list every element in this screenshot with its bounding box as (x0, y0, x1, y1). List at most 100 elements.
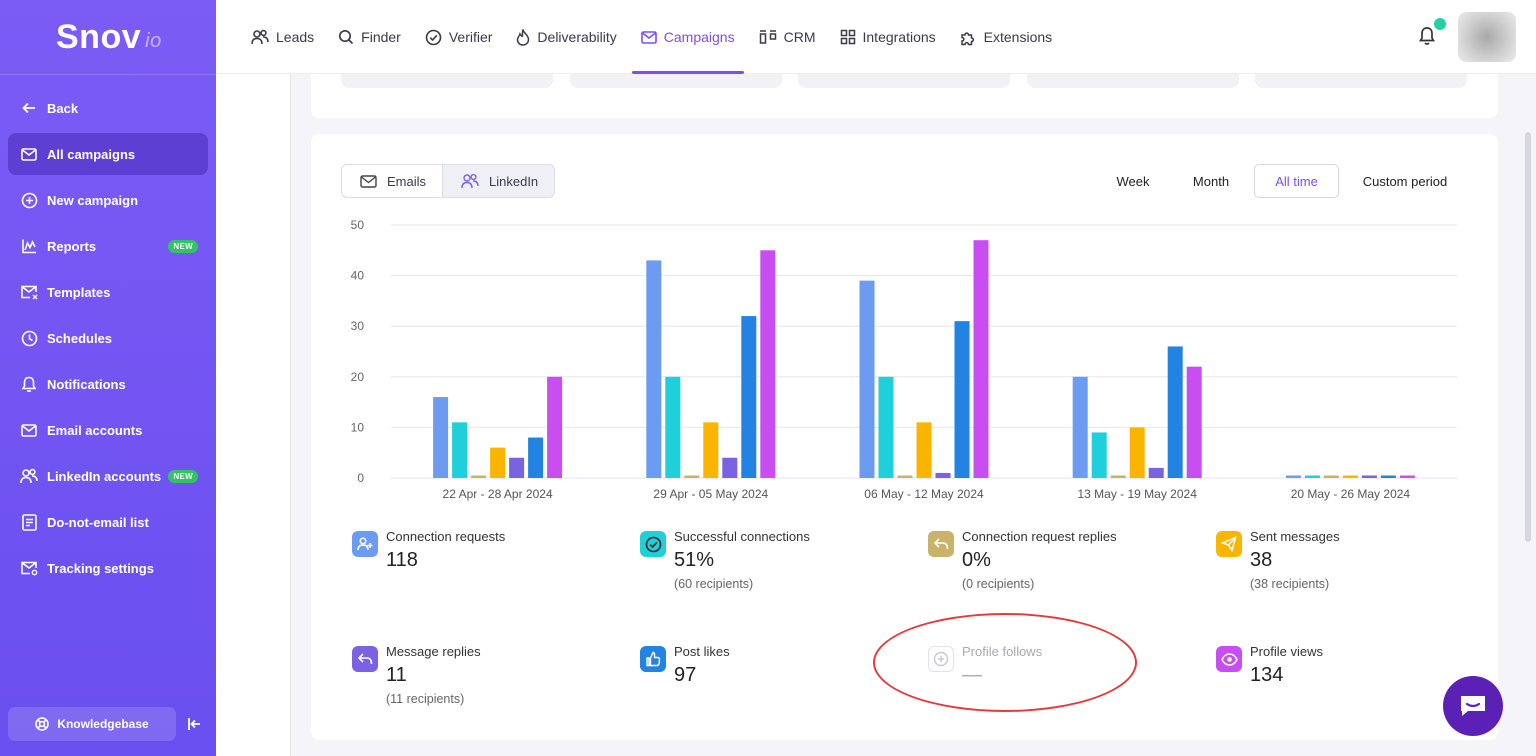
topnav-integrations[interactable]: Integrations (831, 0, 945, 74)
bar-successful-connections[interactable] (452, 422, 468, 478)
bar-message-replies[interactable] (935, 472, 951, 478)
grid-icon (840, 29, 856, 45)
topnav-campaigns[interactable]: Campaigns (631, 0, 744, 74)
stat-value: 118 (386, 549, 418, 571)
topnav-extensions[interactable]: Extensions (951, 0, 1061, 74)
bar-successful-connections[interactable] (878, 376, 894, 478)
notifications-bell-icon[interactable] (1418, 26, 1436, 51)
bar-sent-messages[interactable] (916, 422, 932, 478)
bar-connection-requests[interactable] (646, 260, 662, 478)
sidebar-item-do-not-email-list[interactable]: Do-not-email list (8, 501, 208, 543)
topnav-crm[interactable]: CRM (750, 0, 825, 74)
new-badge: NEW (168, 469, 198, 483)
period-all-time-button[interactable]: All time (1254, 164, 1339, 198)
bar-connection-requests[interactable] (859, 280, 875, 478)
reply-icon (928, 531, 954, 557)
stat-label: Profile views (1250, 644, 1323, 659)
topnav-deliverability[interactable]: Deliverability (507, 0, 625, 74)
stat-label: Connection requests (386, 529, 506, 544)
bar-profile-views[interactable] (547, 376, 563, 478)
bar-sent-messages[interactable] (703, 422, 719, 478)
collapse-sidebar-icon[interactable] (184, 714, 204, 734)
linkedin-tab[interactable]: LinkedIn (442, 165, 555, 197)
sidebar-item-templates[interactable]: Templates (8, 271, 208, 313)
summary-card (798, 74, 1010, 88)
period-week-button[interactable]: Week (1116, 173, 1150, 189)
brand-logo[interactable]: Snov io (0, 0, 216, 74)
bar-connection-request-replies[interactable] (1323, 475, 1339, 479)
stat-value: 11 (386, 664, 407, 686)
knowledgebase-button[interactable]: Knowledgebase (8, 707, 176, 741)
bar-connection-requests[interactable] (433, 397, 449, 478)
bar-successful-connections[interactable] (665, 376, 681, 478)
emails-tab[interactable]: Emails (342, 165, 442, 197)
bar-successful-connections[interactable] (1304, 475, 1320, 479)
bar-connection-request-replies[interactable] (897, 475, 913, 479)
period-month-button[interactable]: Month (1192, 173, 1230, 189)
bar-post-likes[interactable] (741, 316, 757, 478)
sidebar-item-notifications[interactable]: Notifications (8, 363, 208, 405)
topnav-verifier[interactable]: Verifier (416, 0, 502, 74)
bar-post-likes[interactable] (1380, 475, 1396, 479)
bar-connection-request-replies[interactable] (1110, 475, 1126, 479)
sidebar-item-all-campaigns[interactable]: All campaigns (8, 133, 208, 175)
mail-icon (20, 421, 38, 439)
brand-name: Snov (56, 17, 142, 56)
bar-profile-views[interactable] (760, 250, 776, 478)
channel-toggle: Emails LinkedIn (341, 164, 556, 198)
summary-card-strip (311, 74, 1498, 118)
sidebar-item-reports[interactable]: Reports NEW (8, 225, 208, 267)
mail-icon (20, 145, 38, 163)
bar-connection-request-replies[interactable] (471, 475, 487, 479)
top-bar: Leads Finder Verifier Deliverability Campaig… (216, 0, 1536, 74)
x-tick-label: 20 May - 26 May 2024 (1291, 487, 1411, 501)
bar-message-replies[interactable] (1148, 467, 1164, 478)
bar-profile-views[interactable] (1186, 366, 1202, 478)
bar-profile-views[interactable] (973, 240, 989, 478)
lifebuoy-icon (35, 717, 50, 731)
page-scrollbar[interactable] (1525, 132, 1531, 542)
sidebar-item-label: New campaign (47, 192, 139, 208)
user-avatar[interactable] (1458, 12, 1516, 62)
sidebar-item-linkedin-accounts[interactable]: LinkedIn accounts NEW (8, 455, 208, 497)
bar-connection-request-replies[interactable] (684, 475, 700, 479)
bar-message-replies[interactable] (509, 457, 525, 478)
sidebar-divider (0, 74, 216, 75)
bar-sent-messages[interactable] (1129, 427, 1145, 478)
bar-message-replies[interactable] (1361, 475, 1377, 479)
sidebar-item-schedules[interactable]: Schedules (8, 317, 208, 359)
sidebar-item-label: LinkedIn accounts (47, 468, 162, 484)
stat-recipients: (0 recipients) (962, 577, 1035, 591)
bar-sent-messages[interactable] (490, 447, 506, 478)
y-tick-label: 10 (351, 420, 365, 434)
bar-post-likes[interactable] (1167, 346, 1183, 478)
topnav-label: Finder (361, 29, 401, 45)
bar-message-replies[interactable] (722, 457, 738, 478)
topnav-label: Extensions (983, 29, 1053, 45)
eye-icon (1216, 646, 1242, 672)
bar-profile-views[interactable] (1399, 475, 1415, 479)
sidebar-item-email-accounts[interactable]: Email accounts (8, 409, 208, 451)
bar-connection-requests[interactable] (1285, 475, 1301, 479)
sidebar-item-new-campaign[interactable]: New campaign (8, 179, 208, 221)
topnav-leads[interactable]: Leads (242, 0, 323, 74)
bar-post-likes[interactable] (528, 437, 544, 478)
sidebar-item-tracking-settings[interactable]: Tracking settings (8, 547, 208, 589)
chat-button[interactable] (1443, 676, 1503, 736)
sidebar-item-back[interactable]: Back (8, 87, 208, 129)
x-tick-label: 22 Apr - 28 Apr 2024 (443, 487, 553, 501)
bar-connection-requests[interactable] (1072, 376, 1088, 478)
bar-post-likes[interactable] (954, 321, 970, 478)
y-tick-label: 50 (351, 218, 365, 232)
stat-label: Sent messages (1250, 529, 1340, 544)
bar-sent-messages[interactable] (1342, 475, 1358, 479)
topnav-finder[interactable]: Finder (329, 0, 410, 74)
topnav-label: Campaigns (663, 29, 735, 45)
sidebar-item-label: Schedules (47, 330, 113, 346)
bar-chart: 0 10 20 30 40 50 22 Apr - 28 Apr 2024 29 Apr - … (351, 218, 1457, 501)
stat-label: Profile follows (962, 644, 1043, 659)
bar-successful-connections[interactable] (1091, 432, 1107, 478)
period-custom-button[interactable]: Custom period (1362, 173, 1448, 189)
list-icon (20, 513, 38, 531)
bell-icon (20, 375, 38, 393)
